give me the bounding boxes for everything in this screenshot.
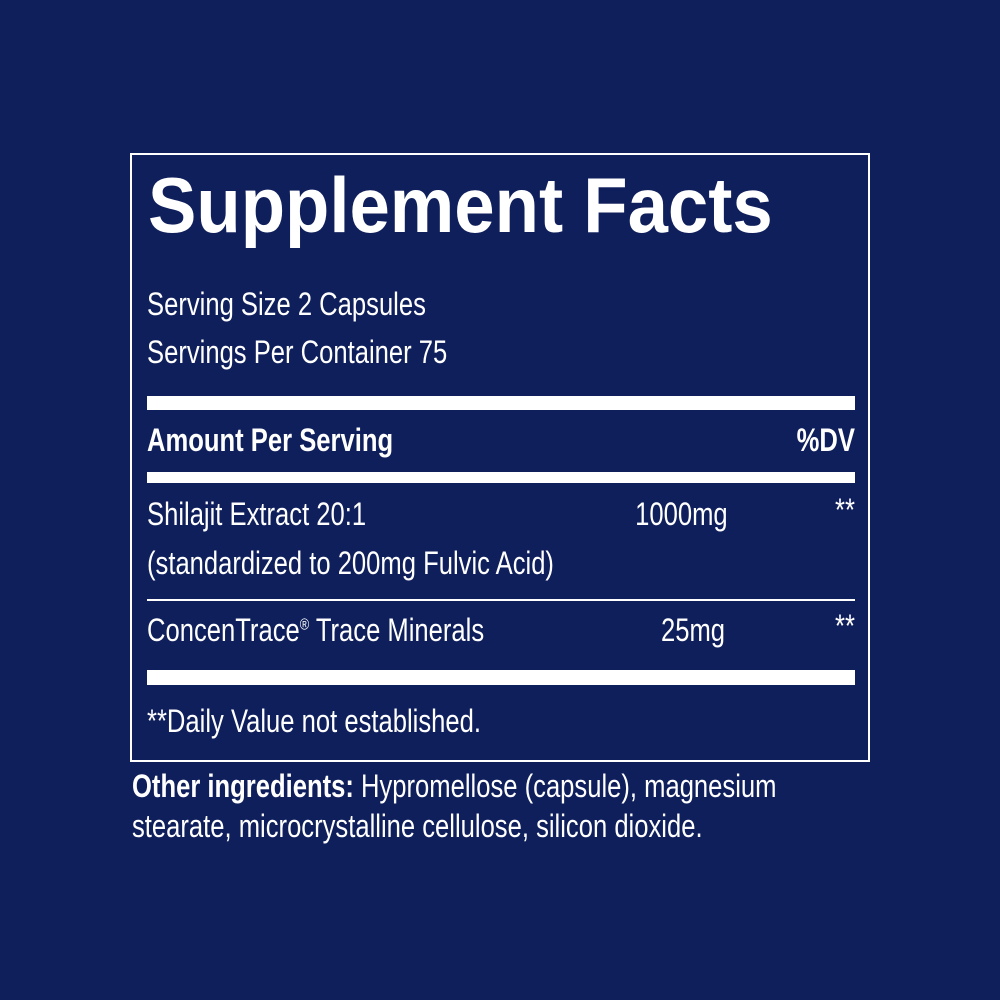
panel-title: Supplement Facts <box>148 161 773 249</box>
ingredient-name: ConcenTrace® Trace Minerals <box>147 612 484 649</box>
other-ingredients-line1: Other ingredients: Hypromellose (capsule… <box>132 768 776 805</box>
thick-divider <box>147 670 855 685</box>
other-ingredients-label: Other ingredients: <box>132 768 354 804</box>
registered-mark: ® <box>299 616 310 634</box>
other-ingredients-text: Hypromellose (capsule), magnesium <box>353 768 777 804</box>
footnote: **Daily Value not established. <box>147 703 481 739</box>
ingredient-dv: ** <box>835 492 855 528</box>
thin-divider <box>147 599 855 601</box>
ingredient-amount: 25mg <box>660 612 725 648</box>
dv-label: %DV <box>796 422 855 458</box>
medium-divider <box>147 472 855 483</box>
other-ingredients-line2: stearate, microcrystalline cellulose, si… <box>132 808 703 844</box>
ingredient-dv: ** <box>835 608 855 644</box>
ingredient-amount: 1000mg <box>635 496 728 532</box>
thick-divider <box>147 396 855 410</box>
ingredient-name: Shilajit Extract 20:1 <box>147 496 367 532</box>
servings-per-container: Servings Per Container 75 <box>147 334 448 370</box>
ingredient-name-suffix: Trace Minerals <box>309 612 485 648</box>
supplement-facts-panel <box>130 153 870 762</box>
ingredient-name-text: ConcenTrace <box>147 612 300 648</box>
ingredient-note: (standardized to 200mg Fulvic Acid) <box>147 545 554 581</box>
serving-size: Serving Size 2 Capsules <box>147 286 426 322</box>
amount-per-serving-label: Amount Per Serving <box>147 422 394 458</box>
